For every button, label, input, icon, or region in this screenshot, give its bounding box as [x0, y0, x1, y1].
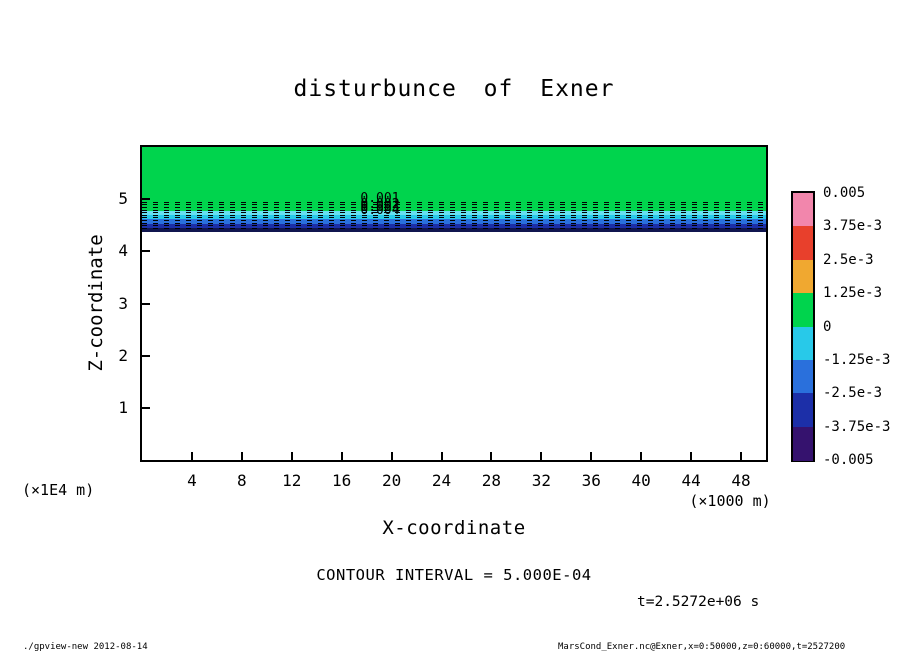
- x-tick-label: 28: [481, 471, 502, 490]
- contour-label: 0.003: [360, 200, 400, 216]
- contour-line: [142, 201, 766, 203]
- x-tick: [440, 452, 443, 460]
- contour-fill-band: [142, 214, 766, 219]
- x-tick: [390, 452, 393, 460]
- contour-fill-band: [142, 147, 766, 211]
- colorbar-tick-label: -2.5e-3: [823, 385, 883, 402]
- contour-label: 0.004: [360, 203, 400, 219]
- y-tick-label: 3: [118, 293, 128, 313]
- colorbar-tick-label: -0.005: [823, 452, 874, 468]
- x-tick-label: 24: [431, 471, 452, 490]
- x-tick-label: 4: [187, 471, 197, 490]
- colorbar-segment: [793, 359, 813, 394]
- y-tick: [142, 354, 150, 357]
- x-tick-label: 40: [631, 471, 651, 490]
- y-tick-label: 2: [118, 345, 128, 365]
- contour-fill-band: [142, 228, 766, 233]
- x-tick: [640, 452, 643, 460]
- colorbar-segment: [793, 193, 813, 227]
- chart-title: disturbunce of Exner: [293, 76, 615, 102]
- y-axis-unit: (×1E4 m): [22, 481, 95, 499]
- x-tick-label: 36: [581, 471, 601, 490]
- contour-line: [142, 227, 766, 229]
- contour-line: [142, 217, 766, 219]
- contour-line: [142, 225, 766, 227]
- y-tick: [142, 406, 150, 409]
- x-tick-label: 16: [332, 471, 352, 490]
- x-tick-label: 20: [381, 471, 402, 490]
- time-label: t=2.5272e+06 s: [637, 594, 760, 610]
- colorbar-segment: [793, 226, 813, 261]
- x-axis-unit: (×1000 m): [689, 492, 771, 510]
- x-tick-label: 12: [282, 471, 302, 490]
- contour-line: [142, 212, 766, 214]
- y-tick-label: 1: [118, 397, 128, 417]
- y-tick: [142, 198, 150, 201]
- x-tick: [590, 452, 593, 460]
- x-tick: [240, 452, 243, 460]
- x-tick: [490, 452, 493, 460]
- colorbar-tick-label: 3.75e-3: [823, 218, 883, 235]
- colorbar-tick-label: 2.5e-3: [823, 251, 874, 268]
- x-tick-label: 48: [731, 471, 751, 490]
- contour-line: [142, 214, 766, 216]
- contour-fill-band: [142, 232, 766, 460]
- colorbar-tick-label: -3.75e-3: [823, 418, 891, 435]
- y-tick: [142, 250, 150, 253]
- footer-command: ./gpview-new 2012-08-14: [23, 642, 148, 652]
- colorbar-tick-label: 0: [823, 318, 832, 335]
- contour-label: 0.002: [360, 196, 400, 212]
- y-tick-label: 5: [118, 189, 128, 209]
- y-tick: [142, 302, 150, 305]
- colorbar-segment: [793, 393, 813, 428]
- contour-line: [142, 204, 766, 206]
- colorbar-segment: [793, 259, 813, 294]
- colorbar-segment: [793, 293, 813, 327]
- colorbar-segment: [793, 326, 813, 361]
- x-tick-label: 32: [531, 471, 551, 490]
- x-tick-label: 44: [681, 471, 701, 490]
- colorbar-tick-label: -1.25e-3: [823, 351, 891, 368]
- contour-label: 0.001: [360, 191, 400, 207]
- y-tick-label: 4: [118, 241, 128, 261]
- x-tick: [290, 452, 293, 460]
- colorbar-segment: [793, 426, 813, 461]
- x-tick: [190, 452, 193, 460]
- x-tick-label: 8: [237, 471, 247, 490]
- x-tick: [690, 452, 693, 460]
- contour-line: [142, 206, 766, 208]
- x-tick: [340, 452, 343, 460]
- colorbar-tick-label: 0.005: [823, 185, 866, 201]
- contour-line: [142, 222, 766, 224]
- x-tick: [740, 452, 743, 460]
- plot-area: 0.001 0.002 0.003 0.004: [140, 145, 768, 462]
- contour-line: [142, 220, 766, 222]
- contour-fill-band: [142, 218, 766, 224]
- colorbar: [791, 191, 815, 462]
- x-axis-label: X-coordinate: [382, 517, 526, 539]
- contour-interval-text: CONTOUR INTERVAL = 5.000E-04: [316, 566, 592, 584]
- footer-datafile: MarsCond_Exner.nc@Exner,x=0:50000,z=0:60…: [558, 642, 846, 652]
- colorbar-tick-label: 1.25e-3: [823, 285, 883, 302]
- x-tick: [540, 452, 543, 460]
- contour-line: [142, 209, 766, 211]
